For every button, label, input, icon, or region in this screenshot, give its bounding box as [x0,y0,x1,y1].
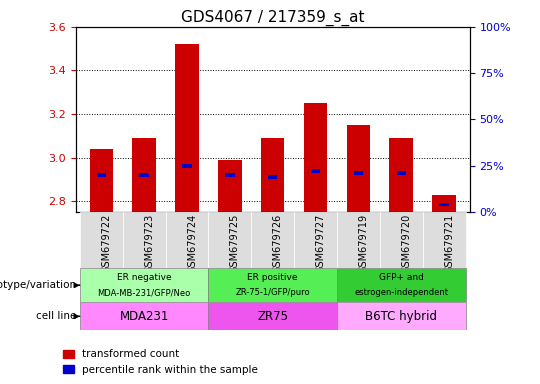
Text: ER positive: ER positive [247,273,298,282]
Text: GSM679727: GSM679727 [315,214,326,273]
Bar [183,164,192,168]
Bar [304,103,327,212]
Bar [80,268,208,303]
Bar [80,212,123,268]
Text: GSM679720: GSM679720 [401,214,411,273]
Bar [294,212,337,268]
Bar [97,173,106,177]
Text: GSM679726: GSM679726 [273,214,283,273]
Text: GFP+ and: GFP+ and [379,273,424,282]
Text: GSM679719: GSM679719 [359,214,368,273]
Legend: transformed count, percentile rank within the sample: transformed count, percentile rank withi… [59,345,262,379]
Bar [132,138,156,212]
Bar [139,173,149,177]
Text: GSM679725: GSM679725 [230,214,240,273]
Bar [268,175,278,179]
Bar [396,171,406,175]
Bar [440,203,449,207]
Bar [261,138,285,212]
Bar [90,149,113,212]
Text: ER negative: ER negative [117,273,172,282]
Text: B6TC hybrid: B6TC hybrid [365,310,437,323]
Bar [166,212,208,268]
Text: MDA231: MDA231 [119,310,169,323]
Text: GSM679723: GSM679723 [144,214,154,273]
Bar [354,171,363,175]
Text: estrogen-independent: estrogen-independent [354,288,448,297]
Bar [251,212,294,268]
Text: GSM679722: GSM679722 [102,214,111,273]
Text: MDA-MB-231/GFP/Neo: MDA-MB-231/GFP/Neo [98,288,191,297]
Bar [380,212,423,268]
Bar [225,173,234,177]
Bar [389,138,413,212]
Text: ZR-75-1/GFP/puro: ZR-75-1/GFP/puro [235,288,310,297]
Text: GSM679724: GSM679724 [187,214,197,273]
Bar [423,212,465,268]
Bar [123,212,166,268]
Bar [218,160,241,212]
Bar [208,268,337,303]
Bar [80,303,208,330]
Bar [175,44,199,212]
Bar [337,268,465,303]
Bar [337,212,380,268]
Text: GSM679721: GSM679721 [444,214,454,273]
Text: cell line: cell line [36,311,79,321]
Bar [311,169,320,173]
Title: GDS4067 / 217359_s_at: GDS4067 / 217359_s_at [181,9,364,25]
Bar [433,195,456,212]
Text: genotype/variation: genotype/variation [0,280,79,290]
Bar [208,303,337,330]
Bar [347,125,370,212]
Bar [337,303,465,330]
Bar [208,212,251,268]
Text: ZR75: ZR75 [257,310,288,323]
